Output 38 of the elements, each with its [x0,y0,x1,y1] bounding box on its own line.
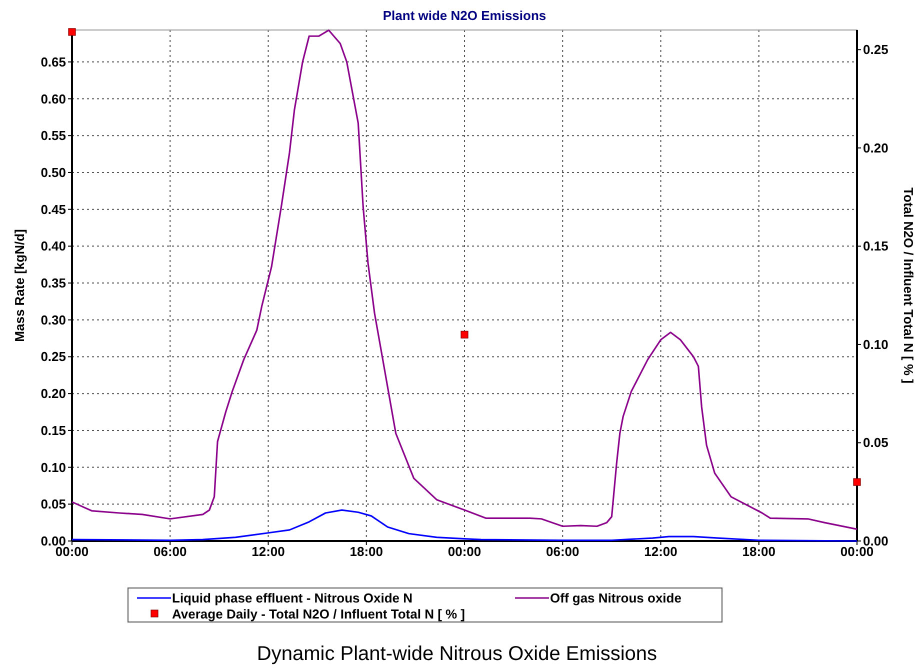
legend-label: Liquid phase effluent - Nitrous Oxide N [172,590,413,606]
x-tick-label: 18:00 [742,544,776,559]
y2-tick-label: 0.20 [863,140,888,156]
y-tick-label: 0.35 [40,276,66,291]
x-tick-label: 00:00 [448,544,482,559]
y-tick-label: 0.05 [40,496,66,512]
y2-tick-label: 0.00 [863,534,888,548]
y-tick-label: 0.20 [40,386,66,402]
point [460,330,468,338]
x-tick-label: 06:00 [546,544,580,559]
point [853,478,861,486]
x-tick-label: 12:00 [644,544,678,559]
y2-tick-label: 0.10 [863,336,888,352]
x-tick-label: 06:00 [154,544,187,559]
y2-tick-label: 0.05 [863,435,888,450]
x-tick-label: 18:00 [350,544,383,559]
y-tick-label: 0.15 [40,422,66,438]
y-tick-label: 0.60 [40,91,66,106]
y-tick-label: 0.40 [40,238,66,254]
y2-axis-title: Total N2O / Influent Total N [ % ] [901,188,915,384]
line-series [71,29,858,530]
legend-label: Average Daily - Total N2O / Influent Total N [ % ] [172,606,466,622]
y-tick-label: 0.65 [40,54,66,70]
y-axis-title: Mass Rate [kgN/d] [12,229,27,342]
y2-tick-label: 0.25 [863,42,888,58]
text: Dynamic Plant-wide Nitrous Oxide Emissions [256,643,658,665]
point [68,28,76,36]
legend-label: Off gas Nitrous oxide [550,590,682,606]
y-tick-label: 0.45 [40,202,66,217]
y-tick-label: 0.55 [40,128,66,144]
y2-tick-label: 0.15 [863,238,888,254]
y-tick-label: 0.00 [40,534,66,548]
y-tick-label: 0.25 [40,349,66,364]
y-tick-label: 0.10 [40,460,66,475]
y-tick-label: 0.30 [40,312,66,328]
chart-title: Plant wide N2O Emissions [382,8,546,23]
y-tick-label: 0.50 [40,164,66,180]
x-tick-label: 12:00 [252,544,285,559]
